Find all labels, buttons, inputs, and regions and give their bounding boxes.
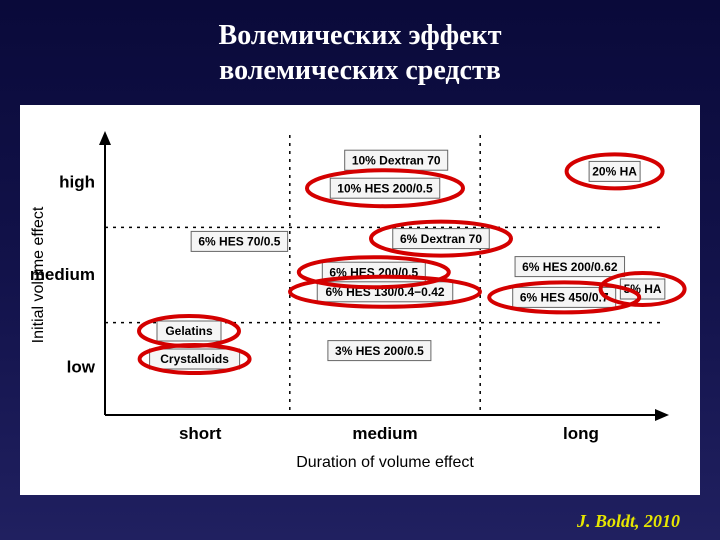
svg-text:10% Dextran 70: 10% Dextran 70 <box>352 153 441 167</box>
svg-text:Gelatins: Gelatins <box>165 324 213 338</box>
citation: J. Boldt, 2010 <box>577 511 680 532</box>
svg-text:10% HES 200/0.5: 10% HES 200/0.5 <box>337 181 433 195</box>
svg-text:long: long <box>563 424 599 443</box>
svg-text:3% HES 200/0.5: 3% HES 200/0.5 <box>335 344 424 358</box>
svg-text:Initial volume effect: Initial volume effect <box>30 206 47 343</box>
svg-text:high: high <box>59 173 95 192</box>
svg-text:6% HES 200/0.62: 6% HES 200/0.62 <box>522 260 618 274</box>
svg-text:6% HES 70/0.5: 6% HES 70/0.5 <box>198 235 280 249</box>
slide-title: Волемических эффект волемических средств <box>0 18 720 88</box>
scatter-chart: lowmediumhighshortmediumlongDuration of … <box>20 105 700 495</box>
svg-text:Crystalloids: Crystalloids <box>160 352 229 366</box>
svg-text:6% Dextran 70: 6% Dextran 70 <box>400 232 482 246</box>
svg-text:short: short <box>179 424 222 443</box>
title-line1: Волемических эффект <box>219 20 502 51</box>
chart-container: lowmediumhighshortmediumlongDuration of … <box>20 105 700 495</box>
svg-text:20% HA: 20% HA <box>592 165 637 179</box>
svg-text:6% HES 450/0.7: 6% HES 450/0.7 <box>520 291 609 305</box>
svg-text:low: low <box>67 357 96 376</box>
title-line2: волемических средств <box>219 55 501 86</box>
svg-text:medium: medium <box>352 424 417 443</box>
svg-text:Duration of volume effect: Duration of volume effect <box>296 454 474 471</box>
